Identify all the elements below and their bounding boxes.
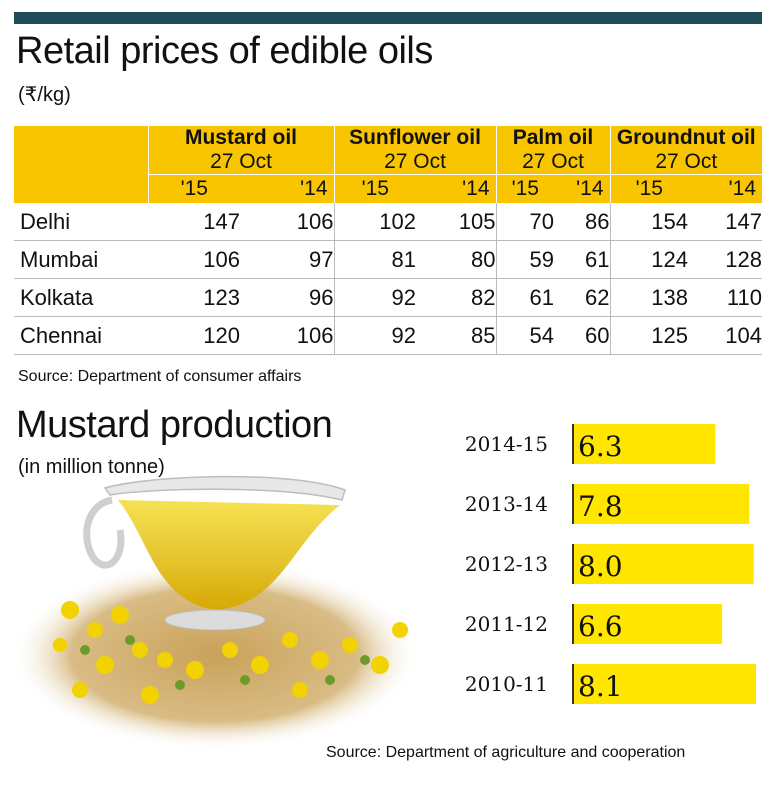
- production-unit: (in million tonne): [18, 456, 165, 478]
- price-cell: 102: [333, 203, 416, 241]
- table-row: Mumbai 106 97 81 80 59 61 124 128: [14, 240, 762, 279]
- price-cell: 81: [333, 240, 416, 279]
- price-cell: 85: [416, 316, 496, 355]
- oil-header-palm: Palm oil 27 Oct: [495, 126, 610, 175]
- oil-header-row: Mustard oil 27 Oct Sunflower oil 27 Oct …: [14, 126, 762, 203]
- price-cell: 62: [554, 278, 610, 317]
- oil-header-sunflower: Sunflower oil 27 Oct: [333, 126, 496, 175]
- price-cell: 123: [148, 278, 240, 317]
- oil-name: Groundnut oil: [616, 126, 756, 149]
- price-cell: 86: [554, 203, 610, 241]
- year-label: '15: [333, 174, 416, 203]
- price-cell: 106: [240, 203, 334, 241]
- category-label: 2013-14: [465, 492, 548, 516]
- year-label: '14: [688, 174, 762, 203]
- city-name: Delhi: [14, 203, 148, 241]
- price-cell: 120: [148, 316, 240, 355]
- price-cell: 61: [554, 240, 610, 279]
- value-label: 8.0: [578, 550, 623, 583]
- oil-name: Sunflower oil: [349, 126, 481, 149]
- city-name: Kolkata: [14, 278, 148, 317]
- table-row: Delhi 147 106 102 105 70 86 154 147: [14, 203, 762, 241]
- price-cell: 124: [609, 240, 688, 279]
- price-cell: 147: [688, 203, 762, 241]
- price-cell: 96: [240, 278, 334, 317]
- value-label: 8.1: [578, 670, 623, 703]
- price-cell: 70: [495, 203, 554, 241]
- oil-body: [118, 500, 340, 610]
- year-label: '14: [240, 174, 334, 203]
- oil-header-mustard: Mustard oil 27 Oct: [147, 126, 334, 175]
- price-cell: 92: [333, 316, 416, 355]
- oil-date: 27 Oct: [210, 150, 272, 173]
- category-label: 2011-12: [465, 612, 548, 636]
- price-cell: 97: [240, 240, 334, 279]
- price-cell: 82: [416, 278, 496, 317]
- price-cell: 104: [688, 316, 762, 355]
- oil-illustration: [10, 475, 420, 750]
- oil-date: 27 Oct: [384, 150, 446, 173]
- year-label: '14: [416, 174, 496, 203]
- city-name: Mumbai: [14, 240, 148, 279]
- price-cell: 54: [495, 316, 554, 355]
- oil-header-groundnut: Groundnut oil 27 Oct: [609, 126, 762, 175]
- value-label: 7.8: [578, 490, 623, 523]
- bar-2013-14: [573, 484, 750, 524]
- bar-2010-11: [573, 664, 756, 704]
- city-name: Chennai: [14, 316, 148, 355]
- year-header-row: '15 '14 '15 '14 '15 '14 '15 '14: [14, 174, 762, 203]
- corner-cell: [14, 126, 148, 203]
- year-label: '15: [147, 174, 240, 203]
- price-table: Mustard oil 27 Oct Sunflower oil 27 Oct …: [14, 126, 762, 355]
- oil-name: Mustard oil: [184, 126, 297, 149]
- price-cell: 92: [333, 278, 416, 317]
- table-unit: (₹/kg): [18, 84, 71, 106]
- production-source: Source: Department of agriculture and co…: [326, 744, 686, 761]
- year-label: '14: [554, 174, 610, 203]
- gravy-boat-handle: [83, 496, 125, 569]
- price-cell: 105: [416, 203, 496, 241]
- price-cell: 61: [495, 278, 554, 317]
- price-cell: 106: [240, 316, 334, 355]
- oil-date: 27 Oct: [655, 150, 718, 173]
- price-cell: 125: [609, 316, 688, 355]
- category-label: 2012-13: [465, 552, 548, 576]
- value-label: 6.6: [578, 610, 623, 643]
- bar-2011-12: [573, 604, 723, 644]
- bar-series: 2014-15 6.3 2013-14 7.8 2012-13 8.0 2011-12 6.6…: [465, 424, 756, 704]
- table-title: Retail prices of edible oils: [16, 30, 433, 72]
- bar-2014-15: [573, 424, 716, 464]
- gravy-boat-base: [164, 609, 266, 631]
- price-cell: 60: [554, 316, 610, 355]
- top-accent-bar: [14, 12, 762, 24]
- price-cell: 106: [148, 240, 240, 279]
- mustard-stems: [80, 635, 370, 690]
- price-cell: 138: [609, 278, 688, 317]
- seed-pile: [10, 560, 420, 750]
- production-title: Mustard production: [16, 404, 333, 446]
- table-row: Kolkata 123 96 92 82 61 62 138 110: [14, 278, 762, 317]
- price-cell: 110: [688, 278, 762, 317]
- price-cell: 80: [416, 240, 496, 279]
- price-cell: 128: [688, 240, 762, 279]
- bar-2012-13: [573, 544, 754, 584]
- gravy-boat-rim: [103, 475, 346, 501]
- value-label: 6.3: [578, 430, 623, 463]
- price-cell: 154: [609, 203, 688, 241]
- oil-name: Palm oil: [512, 126, 594, 149]
- price-cell: 147: [148, 203, 240, 241]
- year-label: '15: [495, 174, 554, 203]
- category-label: 2010-11: [465, 672, 548, 696]
- table-row: Chennai 120 106 92 85 54 60 125 104: [14, 316, 762, 355]
- table-source: Source: Department of consumer affairs: [18, 368, 302, 385]
- category-label: 2014-15: [465, 432, 548, 456]
- year-label: '15: [609, 174, 688, 203]
- price-cell: 59: [495, 240, 554, 279]
- mustard-flowers: [53, 601, 408, 704]
- oil-date: 27 Oct: [522, 150, 584, 173]
